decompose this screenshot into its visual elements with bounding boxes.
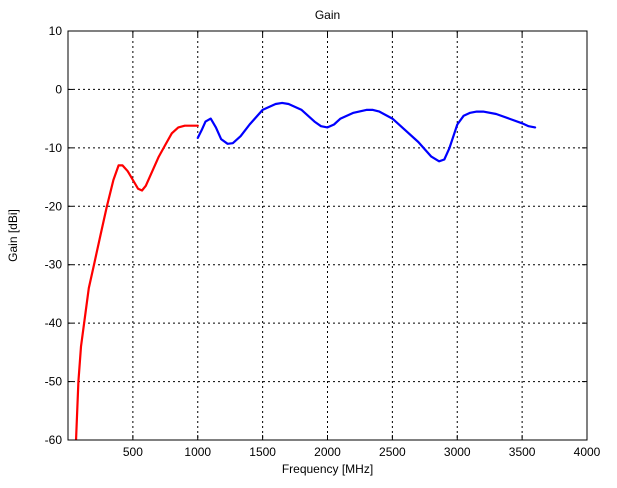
series-line-1 [74, 124, 199, 440]
x-tick-label: 1000 [184, 445, 211, 459]
y-axis-label: Gain [dBi] [6, 209, 20, 262]
chart-title: Gain [315, 8, 340, 22]
y-tick-label: -50 [45, 375, 63, 389]
ticks: 500 1000 1500 2000 2500 3000 3500 4000 10 0 -10 -20… [45, 24, 601, 459]
y-tick-label: -10 [45, 141, 63, 155]
y-tick-label: 0 [55, 82, 62, 96]
x-tick-label: 1500 [249, 445, 276, 459]
y-tick-label: -30 [45, 258, 63, 272]
x-tick-label: 2000 [314, 445, 341, 459]
y-tick-label: -60 [45, 433, 63, 447]
y-tick-label: -40 [45, 316, 63, 330]
y-tick-label: 10 [49, 24, 63, 38]
series-layer [74, 101, 537, 440]
x-tick-label: 500 [123, 445, 143, 459]
y-tick-label: -20 [45, 199, 63, 213]
x-axis-label: Frequency [MHz] [282, 462, 373, 476]
x-tick-label: 4000 [574, 445, 601, 459]
x-tick-label: 3500 [509, 445, 536, 459]
x-tick-label: 2500 [379, 445, 406, 459]
series-line-2 [196, 101, 537, 163]
x-tick-label: 3000 [444, 445, 471, 459]
